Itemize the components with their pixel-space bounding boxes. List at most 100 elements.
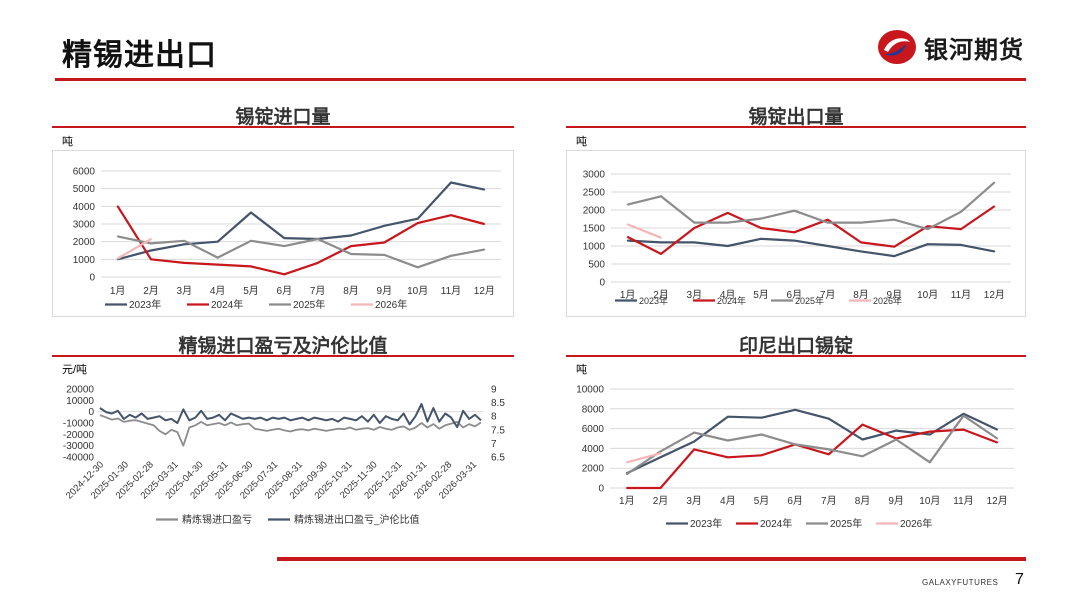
data-point [726, 415, 729, 418]
y-tick-label: 3000 [583, 170, 606, 181]
data-point [893, 245, 896, 248]
data-point [660, 253, 662, 255]
y-tick-label: 0 [89, 273, 95, 284]
data-point [794, 443, 797, 446]
data-point [625, 461, 628, 464]
data-point [693, 448, 696, 451]
data-point [826, 221, 829, 224]
x-tick-label: 1月 [620, 289, 636, 301]
x-tick-label: 9月 [377, 285, 393, 297]
series-line-精炼锡进出口盈亏_沪伦比值 [99, 403, 482, 429]
data-point [860, 221, 862, 224]
legend-label: 精炼锡进出口盈亏_沪伦比值 [294, 513, 420, 526]
legend-label: 2025年 [830, 517, 862, 530]
data-point [760, 217, 762, 220]
series-line-2025年 [627, 181, 996, 231]
y-tick-label: 500 [588, 260, 605, 271]
series-line-2023年 [117, 181, 485, 261]
data-point [116, 235, 119, 238]
data-point [861, 423, 864, 426]
y-tick-label: 0 [599, 278, 605, 289]
data-point [250, 265, 252, 268]
y-tick-label: 2000 [73, 237, 96, 248]
series-line-2025年 [626, 414, 998, 476]
data-point [659, 450, 662, 453]
legend-label: 2024年 [211, 298, 243, 311]
data-point [625, 473, 628, 476]
y-tick-label: 2500 [583, 188, 606, 199]
x-tick-label: 3月 [686, 495, 702, 507]
data-point [726, 211, 729, 214]
data-point [693, 221, 696, 224]
unit-label-indonesia: 吨 [576, 364, 587, 376]
x-tick-label: 11月 [953, 495, 973, 507]
panel-title-import: 锡锭进口量 [235, 107, 331, 128]
data-point [993, 181, 996, 184]
unit-label-import: 吨 [62, 136, 73, 148]
y-tick-label: 3000 [73, 220, 96, 231]
series-line-2024年 [116, 205, 485, 276]
data-point [960, 228, 962, 230]
panel-rule-import [52, 126, 514, 128]
data-point [960, 244, 962, 246]
data-point [316, 261, 319, 264]
data-point [483, 188, 486, 191]
y-tick-label: 4000 [73, 202, 96, 213]
data-point [626, 239, 629, 242]
data-point [926, 225, 929, 228]
data-point [316, 238, 319, 240]
x-tick-label: 4月 [210, 285, 226, 297]
x-tick-label: 12月 [984, 289, 1005, 301]
chart-export: 0 500 1000 1500 2000 2500 3000 1月 2月 3月 4月 5月 6月 7月 8月… [566, 150, 1026, 317]
panel-rule-indonesia [566, 355, 1026, 357]
data-point [693, 227, 696, 229]
y-tick-label: 0 [598, 484, 604, 495]
data-point [350, 245, 352, 247]
data-point [926, 228, 929, 230]
x-tick-label: 12月 [474, 285, 495, 297]
data-point [962, 428, 965, 431]
data-point [760, 433, 763, 436]
data-point [962, 414, 965, 417]
y2-tick-label: 9 [491, 385, 497, 396]
y-tick-label: -20000 [63, 430, 95, 441]
series-line-2026年 [626, 452, 661, 464]
x-tick-label: 11月 [441, 285, 461, 297]
data-point [283, 237, 286, 240]
data-point [861, 455, 864, 458]
y-tick-label: 10000 [576, 385, 604, 396]
x-tick-label: 9月 [887, 289, 903, 301]
data-point [450, 254, 452, 257]
data-point [826, 218, 829, 221]
data-point [183, 261, 186, 264]
series-line-2025年 [117, 235, 485, 269]
data-point [993, 205, 996, 208]
x-tick-label: 4月 [720, 495, 736, 507]
y2-tick-label: 7.5 [491, 425, 505, 436]
x-tick-label: 8月 [853, 289, 869, 301]
data-point [183, 239, 186, 242]
data-point [793, 231, 796, 234]
x-tick-label: 5月 [753, 289, 769, 301]
x-tick-label: 2月 [653, 289, 669, 301]
data-point [693, 241, 696, 244]
y2-tick-label: 7 [491, 439, 497, 450]
data-point [793, 209, 796, 212]
data-point [760, 454, 763, 457]
x-tick-label: 2月 [653, 495, 669, 507]
data-point [416, 266, 419, 269]
panel-title-indonesia: 印尼出口锡锭 [738, 336, 853, 357]
data-point [626, 203, 629, 206]
data-point [383, 241, 386, 244]
series-line-2026年 [627, 223, 662, 239]
data-point [726, 245, 729, 247]
data-point [250, 239, 252, 242]
panel-rule-export [566, 126, 1026, 128]
panel-rule-profit [52, 355, 514, 357]
data-point [693, 440, 696, 443]
x-tick-label: 3月 [177, 285, 193, 297]
data-point [350, 234, 352, 237]
data-point [183, 243, 186, 246]
data-point [283, 245, 286, 247]
y-tick-label: 1500 [583, 224, 606, 235]
